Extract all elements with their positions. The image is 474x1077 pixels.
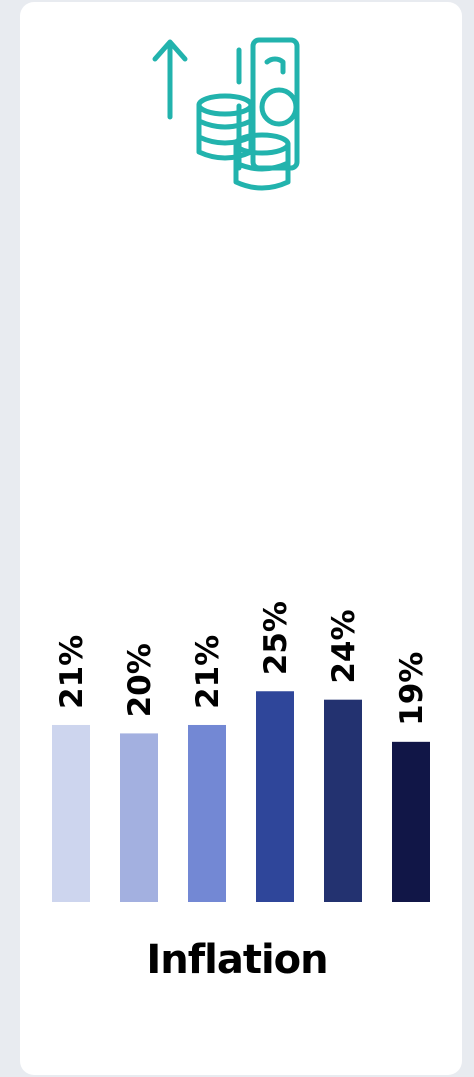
bar-value-label-3: 21%: [190, 635, 226, 709]
chart-card: [20, 2, 462, 1075]
bar-4: [256, 691, 294, 902]
money-growth-icon: [145, 32, 305, 197]
bar-1: [52, 724, 90, 902]
bar-chart: 21% 20% 21% 25% 24% 19%: [52, 601, 430, 902]
bar-value-label-1: 21%: [54, 635, 90, 709]
chart-title: Inflation: [146, 937, 328, 983]
bar-3: [188, 724, 226, 902]
bar-6: [392, 741, 430, 902]
bar-value-label-4: 25%: [258, 601, 294, 675]
bar-value-label-2: 20%: [122, 643, 158, 717]
bar-5: [324, 699, 362, 902]
bar-value-label-5: 24%: [326, 609, 362, 683]
bar-value-label-6: 19%: [394, 652, 430, 726]
bar-2: [120, 733, 158, 902]
